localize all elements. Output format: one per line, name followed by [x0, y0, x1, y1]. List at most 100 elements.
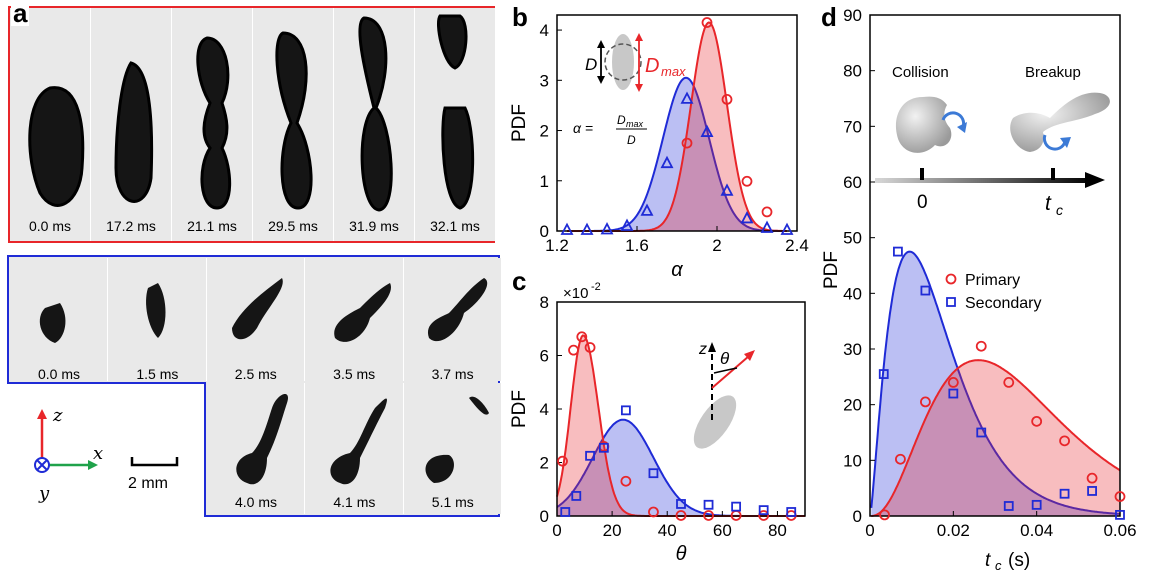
axes-triad — [34, 409, 98, 473]
top-frame — [172, 8, 253, 241]
data-point — [920, 285, 931, 296]
fit-red-fill — [871, 360, 1120, 516]
timeline-tc-subscript: c — [1056, 202, 1063, 218]
data-point — [760, 220, 774, 233]
data-point — [703, 499, 714, 510]
data-point — [976, 427, 987, 438]
data-point — [648, 506, 659, 518]
panel-b-label: b — [510, 2, 530, 32]
data-point — [560, 507, 571, 517]
fit-red-fill — [567, 22, 787, 231]
x-axis-label: θ — [676, 543, 687, 565]
droplet-image — [275, 31, 313, 210]
data-point — [560, 222, 574, 235]
droplet-image — [334, 283, 392, 342]
data-point — [568, 344, 579, 356]
data-point — [648, 468, 659, 479]
angle-arc — [713, 367, 738, 374]
rotation-arrow — [941, 111, 966, 128]
x-tick-label: 0.02 — [937, 521, 970, 540]
data-point — [893, 246, 903, 257]
panel-a-label: a — [11, 0, 30, 28]
x-tick-label: 20 — [603, 521, 622, 540]
fit-red-fill — [557, 335, 805, 516]
frame-timestamp: 17.2 ms — [106, 218, 156, 234]
data-point — [879, 509, 890, 521]
data-point — [598, 442, 609, 453]
y-tick-label: 2 — [540, 122, 549, 141]
x-axis-unit: (s) — [1008, 550, 1030, 571]
fit-blue-fill — [557, 419, 805, 516]
y-tick-label: 80 — [843, 62, 862, 81]
data-point — [1031, 499, 1042, 510]
d-arrowhead — [597, 76, 605, 84]
scale-bar-label: 2 mm — [128, 475, 168, 492]
y-tick-label: 60 — [843, 173, 862, 192]
y-tick-label: 90 — [843, 6, 862, 25]
scale-bar — [130, 457, 179, 467]
data-point — [947, 376, 959, 388]
droplet-image — [231, 278, 283, 340]
y-tick-label: 0 — [540, 507, 549, 526]
orientation-arrow — [711, 355, 750, 389]
data-point — [731, 501, 742, 512]
rotation-arrow — [1042, 134, 1067, 151]
data-point — [721, 93, 733, 105]
x-tick-label: 2.4 — [785, 236, 809, 255]
frame-timestamp: 3.7 ms — [431, 366, 474, 382]
y-tick-label: 0 — [540, 222, 549, 241]
frame-timestamp: 29.5 ms — [268, 218, 318, 234]
data-point — [920, 396, 931, 408]
bottom-frame — [10, 258, 109, 381]
droplet-image — [425, 396, 489, 483]
y-multiplier: ×10 — [563, 285, 588, 302]
data-point — [701, 17, 713, 28]
breakup-droplet — [1010, 92, 1110, 152]
y-tick-label: 30 — [843, 340, 862, 359]
top-frame — [415, 8, 496, 241]
data-point — [703, 510, 714, 521]
timeline-tick-zero — [920, 168, 924, 180]
dashed-circle — [604, 43, 642, 81]
fit-blue-fill — [871, 251, 1120, 516]
data-point — [878, 369, 889, 379]
alpha-eq-num-sub: max — [626, 119, 644, 129]
data-point — [1087, 486, 1097, 496]
collision-label: Collision — [892, 64, 949, 81]
x-tick-label: 80 — [768, 521, 787, 540]
data-point — [620, 405, 631, 416]
bottom-frame — [305, 258, 404, 381]
x-tick-label: 0.04 — [1020, 521, 1053, 540]
data-point — [585, 450, 595, 461]
fit-blue-fill — [567, 77, 787, 231]
droplet-image — [236, 393, 289, 485]
panel-c-label: c — [510, 266, 529, 296]
frame-timestamp: 4.1 ms — [333, 494, 376, 510]
x-axis-label-subscript: c — [995, 558, 1002, 573]
x-tick-label: 0 — [552, 521, 561, 540]
x-tick-label: 40 — [658, 521, 677, 540]
data-point — [945, 273, 957, 285]
frame-timestamp: 0.0 ms — [37, 366, 80, 382]
droplet-image — [358, 16, 393, 212]
x-tick-label: 60 — [713, 521, 732, 540]
dmax-subscript: max — [661, 64, 686, 79]
y-tick-label: 70 — [843, 117, 862, 136]
droplet-image — [196, 36, 232, 210]
y-tick-label: 10 — [843, 451, 862, 470]
droplet-image — [427, 278, 487, 342]
droplet-image — [39, 303, 66, 343]
data-point — [620, 475, 632, 487]
droplet-image — [437, 14, 475, 210]
frame-timestamp: 21.1 ms — [187, 218, 237, 234]
data-point — [620, 218, 634, 231]
dmax-arrowhead — [635, 84, 643, 92]
data-point — [681, 137, 693, 149]
bottom-frame — [108, 258, 207, 381]
data-point — [741, 175, 753, 187]
z-axis-label: z — [53, 405, 63, 426]
z-label: z — [698, 341, 707, 358]
data-point — [740, 211, 754, 224]
